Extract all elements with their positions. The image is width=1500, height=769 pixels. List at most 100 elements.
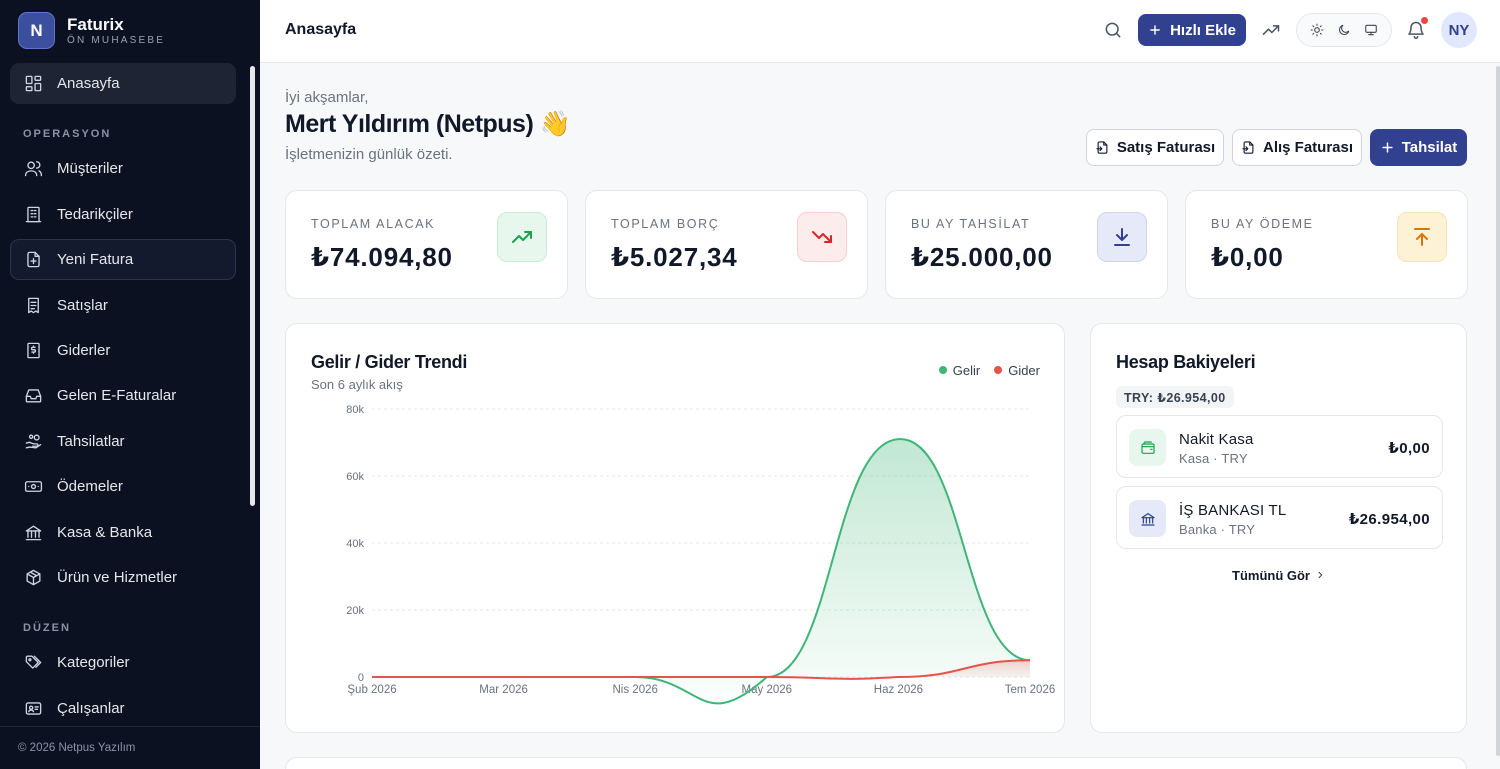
sidebar-item-musteriler[interactable]: Müşteriler <box>10 148 236 189</box>
package-icon <box>26 569 41 586</box>
stat-label: BU AY TAHSİLAT <box>911 217 1031 231</box>
collection-button[interactable]: Tahsilat <box>1370 129 1467 166</box>
dashboard-icon <box>25 75 42 92</box>
sidebar-item-gelen-e-faturalar[interactable]: Gelen E-Faturalar <box>10 375 236 416</box>
legend-income-label: Gelir <box>952 363 981 378</box>
sidebar-item-label: Çalışanlar <box>57 699 125 717</box>
sidebar-item-label: Satışlar <box>57 296 108 314</box>
sidebar-item-label: Tedarikçiler <box>57 205 133 223</box>
sidebar-item-urun-hizmetler[interactable]: Ürün ve Hizmetler <box>10 557 236 598</box>
page-title: Anasayfa <box>285 21 357 38</box>
id-card-icon <box>25 701 42 715</box>
legend-expense[interactable]: Gider <box>994 363 1040 378</box>
sidebar-item-label: Yeni Fatura <box>57 251 134 269</box>
notification-badge <box>1421 17 1428 24</box>
sidebar-scrollbar[interactable] <box>250 66 255 506</box>
legend-income[interactable]: Gelir <box>938 363 981 378</box>
sidebar-item-giderler[interactable]: Giderler <box>10 330 236 371</box>
sidebar-item-kategoriler[interactable]: Kategoriler <box>10 642 236 683</box>
sidebar-item-kasa-banka[interactable]: Kasa & Banka <box>10 512 236 553</box>
inbox-icon <box>25 389 42 403</box>
expense-icon <box>27 342 40 359</box>
purchase-invoice-button[interactable]: Alış Faturası <box>1232 129 1362 166</box>
sidebar-item-label: Anasayfa <box>57 75 120 92</box>
sidebar-item-odemeler[interactable]: Ödemeler <box>10 466 236 507</box>
bell-icon <box>1408 21 1424 40</box>
tags-icon <box>25 655 42 670</box>
topbar: Anasayfa Hızlı Ekle NY <box>260 0 1500 63</box>
sun-icon[interactable] <box>1310 23 1324 37</box>
upload-icon <box>1414 228 1430 246</box>
brand[interactable]: N Faturix ÖN MUHASEBE <box>18 12 165 49</box>
x-tick-label: Şub 2026 <box>347 684 396 696</box>
y-tick-label: 80k <box>346 404 364 416</box>
main-scrollbar[interactable] <box>1496 66 1500 756</box>
see-all-label: Tümünü Gör <box>1232 568 1310 583</box>
stat-card-month-collection[interactable]: BU AY TAHSİLAT ₺25.000,00 <box>885 190 1168 299</box>
collection-label: Tahsilat <box>1401 139 1458 156</box>
receipt-icon <box>28 297 39 313</box>
stat-card-total-receivable[interactable]: TOPLAM ALACAK ₺74.094,80 <box>285 190 568 299</box>
sidebar-item-satislar[interactable]: Satışlar <box>10 285 236 326</box>
account-balance: ₺26.954,00 <box>1348 511 1430 528</box>
brand-name: Faturix <box>67 14 124 34</box>
bank-icon <box>1140 512 1155 526</box>
greeting-hello: İyi akşamlar, <box>285 89 369 106</box>
monitor-icon[interactable] <box>1364 23 1378 37</box>
account-icon-box <box>1129 429 1166 466</box>
search-icon <box>1105 22 1121 38</box>
trend-subtitle: Son 6 aylık akış <box>311 377 403 392</box>
sidebar-item-label: Ürün ve Hizmetler <box>57 568 178 586</box>
users-icon <box>24 161 43 177</box>
account-row-nakit-kasa[interactable]: Nakit Kasa Kasa · TRY ₺0,00 <box>1116 415 1443 478</box>
sidebar-footer-divider <box>0 726 260 727</box>
sidebar-item-yeni-fatura[interactable]: Yeni Fatura <box>10 239 236 281</box>
bank-icon <box>25 525 42 540</box>
see-all-link[interactable]: Tümünü Gör <box>1091 568 1466 583</box>
notifications-button[interactable] <box>1401 15 1431 45</box>
stat-label: TOPLAM BORÇ <box>611 217 720 231</box>
stat-card-total-debt[interactable]: TOPLAM BORÇ ₺5.027,34 <box>585 190 868 299</box>
y-tick-label: 20k <box>346 605 364 617</box>
greeting-subtitle: İşletmenizin günlük özeti. <box>285 146 453 163</box>
banknote-icon <box>24 481 43 493</box>
plus-icon <box>1150 25 1160 35</box>
wallet-icon <box>1140 440 1155 454</box>
sidebar-item-calisanlar[interactable]: Çalışanlar <box>10 688 236 729</box>
sidebar-item-tedarikciler[interactable]: Tedarikçiler <box>10 194 236 235</box>
x-tick-label: Nis 2026 <box>613 684 658 696</box>
trending-up-icon <box>512 231 532 243</box>
moon-icon[interactable] <box>1337 23 1351 37</box>
stat-value: ₺5.027,34 <box>611 242 738 272</box>
sales-invoice-button[interactable]: Satış Faturası <box>1086 129 1224 166</box>
file-export-icon <box>1242 141 1254 154</box>
quick-add-label: Hızlı Ekle <box>1170 21 1236 39</box>
series-line-gider[interactable] <box>372 659 1031 680</box>
section-title-duzen: DÜZEN <box>23 622 71 635</box>
sidebar-item-label: Tahsilatlar <box>57 432 125 450</box>
x-tick-label: Mar 2026 <box>479 684 528 696</box>
quick-add-button[interactable]: Hızlı Ekle <box>1138 14 1246 46</box>
sidebar-item-label: Kategoriler <box>57 654 130 672</box>
sidebar-item-anasayfa[interactable]: Anasayfa <box>10 63 236 104</box>
search-button[interactable] <box>1098 15 1128 45</box>
legend-expense-label: Gider <box>1008 363 1040 378</box>
stat-card-month-payment[interactable]: BU AY ÖDEME ₺0,00 <box>1185 190 1468 299</box>
account-row-is-bankasi[interactable]: İŞ BANKASI TL Banka · TRY ₺26.954,00 <box>1116 486 1443 549</box>
sidebar-item-tahsilatlar[interactable]: Tahsilatlar <box>10 421 236 462</box>
x-tick-label: Haz 2026 <box>874 684 923 696</box>
trends-button[interactable] <box>1256 15 1286 45</box>
y-tick-label: 40k <box>346 538 364 550</box>
section-title-operasyon: OPERASYON <box>23 128 112 141</box>
account-balances-card: Hesap Bakiyeleri TRY: ₺26.954,00 Nakit K… <box>1090 323 1467 733</box>
trend-title: Gelir / Gider Trendi <box>311 352 468 372</box>
stat-label: BU AY ÖDEME <box>1211 217 1314 231</box>
brand-subtitle: ÖN MUHASEBE <box>67 34 166 46</box>
account-icon-box <box>1129 500 1166 537</box>
avatar[interactable]: NY <box>1441 12 1477 48</box>
sidebar-item-label: Giderler <box>57 341 111 359</box>
account-meta: Banka · TRY <box>1179 522 1256 537</box>
y-tick-label: 0 <box>358 672 364 684</box>
greeting-name: Mert Yıldırım (Netpus) 👋 <box>285 110 571 138</box>
